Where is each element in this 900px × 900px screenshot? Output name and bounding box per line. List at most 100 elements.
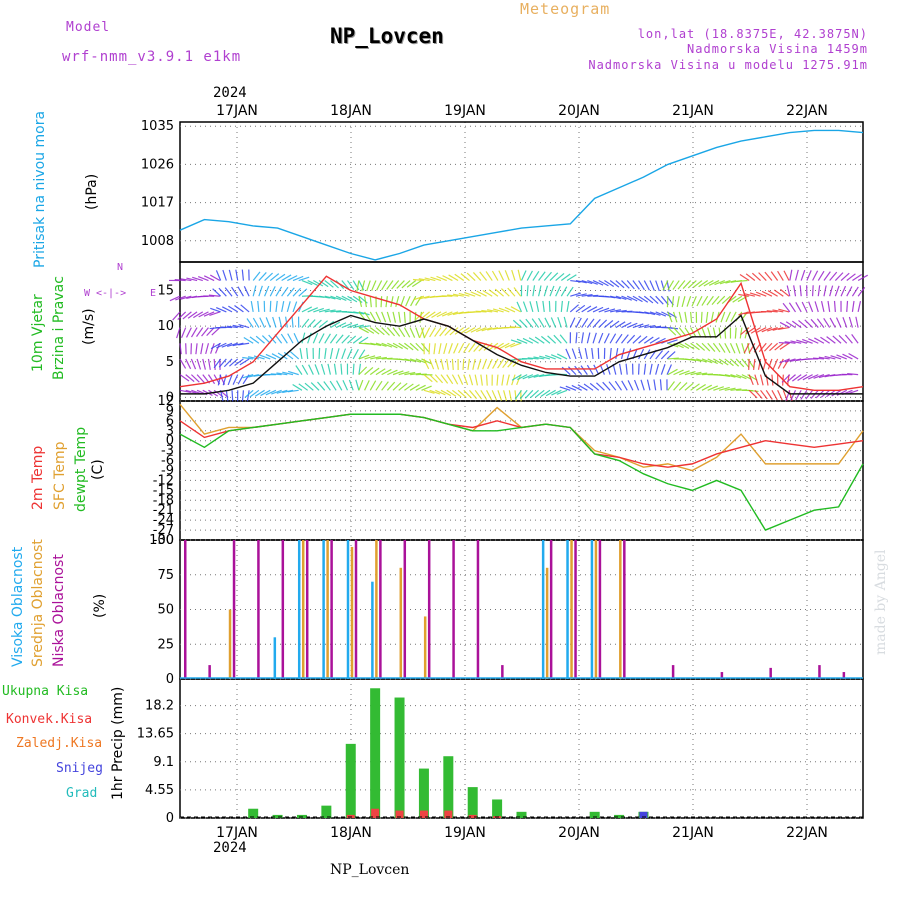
wind-arrow bbox=[749, 292, 761, 297]
wind-arrow bbox=[559, 386, 571, 391]
xtick-top-1: 18JAN bbox=[330, 103, 372, 119]
wind-arrow bbox=[246, 390, 250, 402]
wind-arrow bbox=[583, 383, 594, 391]
wind-arrow bbox=[481, 309, 493, 313]
cloud-bar-2-11 bbox=[452, 540, 455, 679]
wind-arrow bbox=[392, 327, 401, 337]
wind-arrow bbox=[292, 287, 302, 297]
wind-arrow bbox=[820, 336, 830, 344]
wind-arrow bbox=[693, 280, 703, 288]
wind-arrow bbox=[667, 368, 678, 376]
wind-arrow bbox=[242, 356, 254, 360]
wind-arrow bbox=[464, 292, 476, 297]
wind-arrow bbox=[655, 295, 664, 305]
wind-arrow bbox=[671, 296, 675, 308]
wind-arrow bbox=[298, 276, 310, 282]
wind-arrow bbox=[814, 301, 819, 313]
cloud-bar-0-6 bbox=[322, 540, 325, 679]
wind-arrow bbox=[482, 289, 493, 297]
wind-arrow bbox=[458, 342, 465, 354]
wind-arrow bbox=[257, 300, 260, 312]
wind-arrow bbox=[724, 358, 734, 367]
wind-arrow bbox=[287, 389, 299, 393]
wind-arrow bbox=[545, 389, 556, 397]
wind-arrow bbox=[480, 374, 483, 386]
wind-arrow bbox=[265, 389, 277, 396]
station-title: NP_Lovcen bbox=[330, 24, 444, 48]
wind-arrow bbox=[684, 327, 692, 338]
wind-arrow bbox=[195, 343, 198, 355]
wind-arrow bbox=[203, 311, 215, 317]
wind-arrow bbox=[736, 279, 748, 283]
wind-arrow bbox=[684, 311, 688, 323]
wind-arrow bbox=[780, 288, 790, 297]
wind-arrow bbox=[609, 320, 620, 329]
wind-arrow bbox=[404, 383, 414, 391]
wind-arrow bbox=[621, 280, 630, 289]
wind-arrow bbox=[566, 286, 574, 297]
wind-arrow bbox=[318, 333, 325, 344]
wind-arrow bbox=[275, 286, 283, 297]
wind-arrow bbox=[429, 389, 441, 395]
wind-arrow bbox=[411, 280, 422, 288]
wind-arrow bbox=[608, 381, 617, 391]
wind-arrow bbox=[287, 333, 294, 344]
wind-arrow bbox=[638, 324, 650, 329]
wind-arrow bbox=[565, 348, 571, 360]
wind-arrow bbox=[790, 340, 802, 344]
wind-arrow bbox=[507, 287, 516, 297]
wind-arrow bbox=[415, 311, 425, 320]
wind-arrow bbox=[347, 335, 357, 344]
cloud-bar-1-9 bbox=[399, 567, 403, 679]
wind-arrow bbox=[210, 342, 221, 350]
wind-arrow bbox=[800, 269, 806, 281]
xtick-bottom-1: 18JAN bbox=[330, 825, 372, 841]
ytick-label-3-2: 50 bbox=[157, 603, 174, 618]
wind-arrow bbox=[574, 365, 583, 376]
legend-total-rain: Ukupna Kisa bbox=[2, 684, 89, 699]
wind-arrow bbox=[632, 280, 640, 290]
legend-frozen-rain: Zaledj.Kisa bbox=[16, 736, 103, 751]
wind-arrow bbox=[238, 342, 250, 346]
wind-arrow bbox=[777, 390, 783, 401]
wind-arrow bbox=[226, 325, 238, 329]
wind-arrow bbox=[436, 275, 447, 282]
wind-arrow bbox=[581, 279, 593, 285]
wind-arrow bbox=[535, 300, 540, 313]
wind-arrow bbox=[415, 358, 427, 364]
wind-arrow bbox=[483, 342, 493, 351]
wind-arrow bbox=[570, 292, 581, 297]
wind-arrow bbox=[724, 374, 736, 378]
wind-arrow bbox=[454, 327, 465, 335]
ytick-label-1-0: 0 bbox=[166, 390, 174, 405]
wind-arrow bbox=[739, 327, 743, 339]
wind-arrow bbox=[221, 342, 233, 348]
cloud-bar-0-8 bbox=[371, 581, 374, 679]
wind-arrow bbox=[431, 311, 442, 318]
wind-arrow bbox=[381, 327, 390, 336]
wind-arrow bbox=[791, 320, 802, 329]
wind-arrow bbox=[649, 325, 661, 329]
wind-arrow bbox=[820, 301, 825, 313]
wind-arrow bbox=[718, 327, 722, 339]
wind-arrow bbox=[771, 390, 778, 401]
wind-arrow bbox=[857, 274, 869, 282]
compass-rose: W <-|-> E N bbox=[84, 262, 156, 324]
dewpoint-line bbox=[179, 413, 864, 531]
wind-arrow bbox=[185, 374, 195, 383]
wind-arrow bbox=[497, 390, 503, 401]
wind-arrow bbox=[452, 389, 462, 398]
cloud-bar-1-2 bbox=[228, 609, 232, 679]
wind-arrow bbox=[182, 311, 192, 320]
wind-arrow bbox=[418, 295, 430, 300]
wind-arrow bbox=[475, 310, 487, 313]
wind-arrow bbox=[609, 333, 617, 344]
wind-arrow bbox=[725, 311, 732, 323]
wind-arrow bbox=[643, 295, 654, 304]
wind-arrow bbox=[662, 280, 669, 291]
wind-arrow bbox=[196, 374, 205, 384]
ytick-label-2-14: -30 bbox=[153, 533, 174, 548]
wind-arrow bbox=[848, 352, 859, 360]
cloud-bar-2-27 bbox=[842, 672, 846, 679]
wind-arrow bbox=[785, 321, 796, 329]
